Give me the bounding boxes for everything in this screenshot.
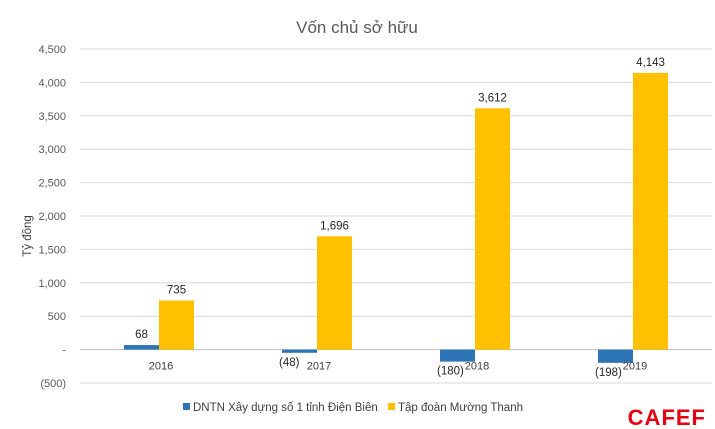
legend-label: DNTN Xây dựng số 1 tỉnh Điện Biên [193, 402, 378, 414]
x-category-label: 2018 [465, 361, 489, 373]
y-tick-label: 4,500 [38, 44, 66, 56]
bar-dntn-2018 [440, 349, 475, 362]
bar-muong-thanh-2018 [475, 108, 510, 350]
x-category-label: 2019 [623, 361, 647, 373]
x-category-label: 2016 [149, 361, 173, 373]
bar-muong-thanh-2016 [159, 300, 194, 350]
bar-dntn-2019 [598, 349, 633, 363]
bars [124, 72, 668, 363]
cafef-logo-text: CAFEF [628, 405, 706, 429]
y-tick-label: 3,000 [38, 144, 66, 156]
x-category-label: 2017 [307, 361, 331, 373]
legend-swatch [183, 403, 190, 410]
bar-dntn-2016 [124, 345, 159, 350]
bar-dntn-2017 [282, 349, 317, 353]
legend: DNTN Xây dựng số 1 tỉnh Điện Biên Tập đoà… [183, 402, 523, 414]
bar-muong-thanh-2019 [633, 72, 668, 350]
data-label: 1,696 [320, 220, 349, 232]
data-label: 735 [167, 285, 186, 297]
y-tick-label: 2,000 [38, 211, 66, 223]
chart-title: Vốn chủ sở hữu [296, 18, 418, 37]
data-label: (180) [437, 366, 464, 378]
bar-muong-thanh-2017 [317, 236, 352, 350]
y-tick-label: - [62, 345, 66, 357]
y-tick-label: 500 [48, 311, 66, 323]
y-tick-label: 1,000 [38, 278, 66, 290]
legend-label: Tập đoàn Mường Thanh [398, 402, 523, 414]
data-label: (198) [595, 367, 622, 379]
x-axis-categories: 2016 2017 2018 2019 [149, 361, 647, 373]
y-tick-label: 3,500 [38, 111, 66, 123]
data-labels: 68 735 (48) 1,696 (180) 3,612 (198) 4,143 [135, 57, 665, 379]
y-tick-label: 2,500 [38, 178, 66, 190]
y-axis-ticks: (500) - 500 1,000 1,500 2,000 2,500 3,000 3,500 4… [38, 44, 66, 390]
data-label: 4,143 [636, 57, 665, 69]
data-label: 68 [135, 329, 148, 341]
data-label: 3,612 [478, 92, 507, 104]
y-tick-label: 4,000 [38, 77, 66, 89]
y-tick-label: (500) [40, 378, 66, 390]
y-axis-label: Tỷ đồng [22, 215, 34, 257]
y-tick-label: 1,500 [38, 244, 66, 256]
legend-swatch [388, 403, 395, 410]
cafef-logo: CAFEF [628, 405, 706, 429]
data-label: (48) [279, 357, 300, 369]
